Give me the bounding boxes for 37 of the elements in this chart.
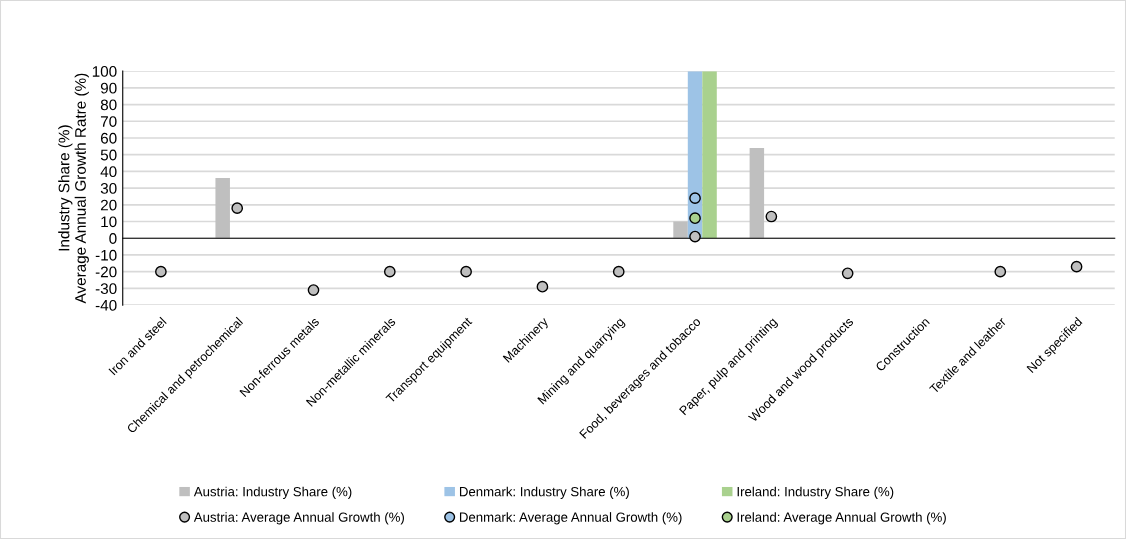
point — [536, 280, 549, 293]
y-tick-label: 40 — [100, 166, 117, 178]
point — [1070, 260, 1083, 273]
y-tick-label: 50 — [100, 149, 117, 161]
y-axis-title: Industry Share (%) Average Annual Growth Ratre (%) — [58, 73, 89, 304]
legend-label: Ireland: Average Annual Growth (%) — [737, 512, 946, 525]
y-tick-label: 90 — [100, 82, 117, 94]
point — [841, 267, 854, 280]
point — [307, 284, 320, 296]
point — [155, 265, 167, 278]
y-tick-label: -30 — [95, 283, 117, 295]
y-tick-label: 10 — [101, 216, 117, 228]
y-tick-label: -40 — [95, 299, 117, 311]
point — [689, 192, 701, 204]
y-tick-label: 0 — [109, 233, 117, 244]
y-tick-label: 30 — [100, 182, 117, 194]
legend-label: Ireland: Industry Share (%) — [737, 486, 894, 499]
y-tick-label: 20 — [100, 199, 117, 211]
bar — [749, 148, 765, 239]
point — [231, 202, 244, 215]
y-tick-label: 80 — [100, 99, 117, 111]
point — [460, 265, 472, 278]
legend-label: Denmark: Average Annual Growth (%) — [459, 512, 682, 525]
point — [689, 230, 701, 243]
y-tick-label: 60 — [100, 132, 117, 144]
y-tick-label: -20 — [95, 266, 117, 278]
legend-label: Austria: Industry Share (%) — [193, 486, 352, 499]
point — [765, 210, 778, 223]
point — [994, 265, 1007, 278]
y-tick-label: -10 — [95, 249, 117, 261]
y-tick-label: 100 — [92, 66, 117, 77]
point — [612, 265, 625, 278]
y-tick-label: 70 — [100, 116, 117, 127]
point — [383, 265, 396, 278]
legend-label: Denmark: Industry Share (%) — [459, 486, 629, 499]
point — [689, 212, 701, 225]
legend-label: Austria: Average Annual Growth (%) — [193, 512, 404, 525]
